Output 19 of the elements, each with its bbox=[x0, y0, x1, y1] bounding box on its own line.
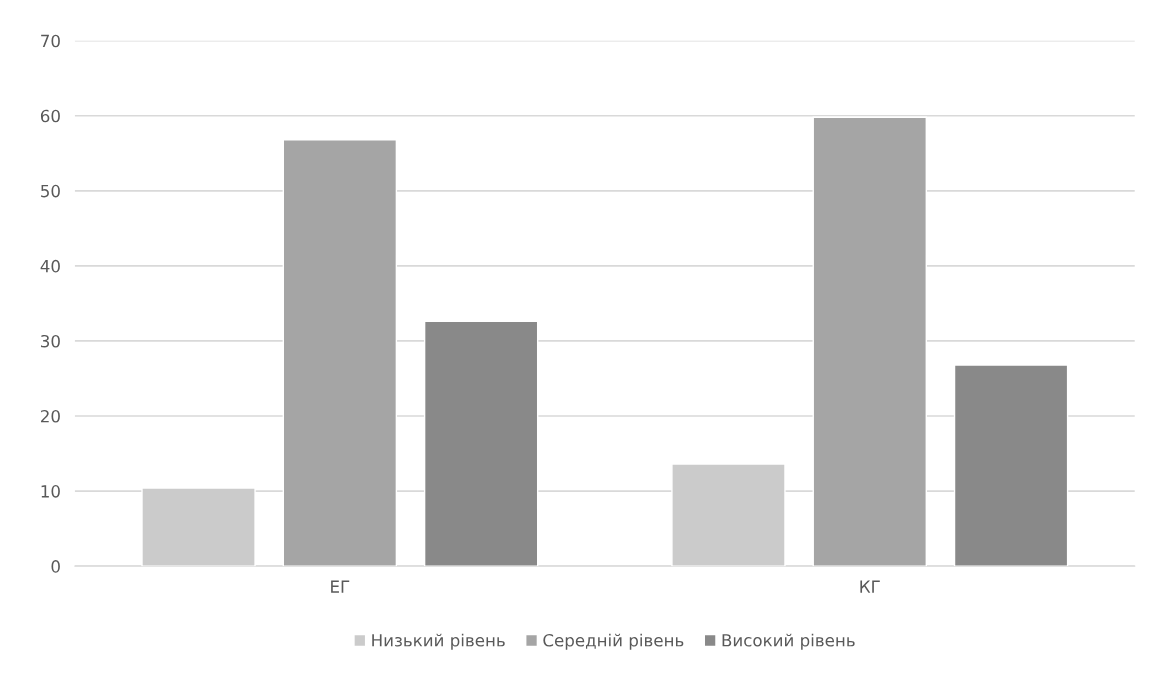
bar bbox=[671, 463, 786, 567]
bar bbox=[141, 487, 256, 567]
legend-label: Середній рівень bbox=[543, 633, 684, 650]
y-tick-label: 20 bbox=[41, 409, 60, 423]
bar bbox=[953, 364, 1069, 567]
legend-label: Високий рівень bbox=[722, 633, 855, 650]
bar bbox=[812, 116, 927, 567]
y-tick-label: 70 bbox=[41, 34, 60, 48]
legend-label: Низький рівень bbox=[372, 633, 505, 650]
bar bbox=[282, 139, 398, 567]
x-tick-label: КГ bbox=[860, 580, 880, 593]
y-tick-label: 30 bbox=[41, 334, 60, 348]
y-tick-label: 10 bbox=[41, 485, 60, 498]
y-tick-label: 50 bbox=[41, 184, 60, 198]
bar bbox=[423, 320, 539, 567]
y-tick-label: 60 bbox=[40, 109, 60, 123]
x-tick-label: ЕГ bbox=[331, 580, 350, 593]
y-tick-label: 40 bbox=[40, 259, 60, 273]
y-tick-label: 0 bbox=[51, 560, 60, 573]
